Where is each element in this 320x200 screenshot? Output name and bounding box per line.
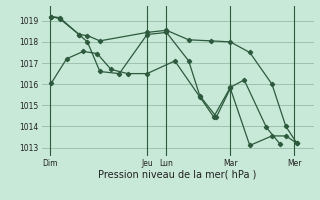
X-axis label: Pression niveau de la mer( hPa ): Pression niveau de la mer( hPa ) [99, 169, 257, 179]
